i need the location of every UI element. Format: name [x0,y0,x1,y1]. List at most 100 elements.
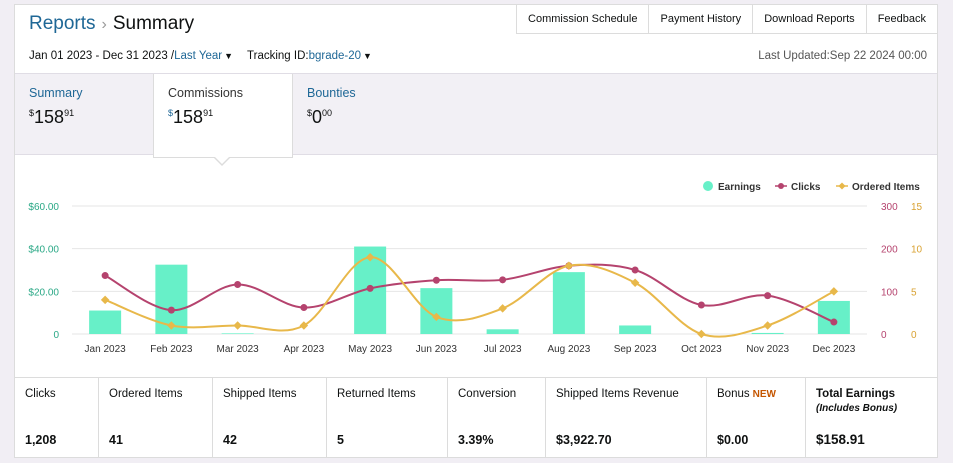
stat-bonus: Bonus NEW $0.00 [707,378,806,458]
summary-tab-amount: $15891 [29,107,149,128]
currency-symbol: $ [29,108,35,118]
stat-label: Returned Items [337,388,416,400]
last-updated-text: Last Updated:Sep 22 2024 00:00 [758,50,927,62]
stat-value: 41 [109,433,123,447]
clicks-point [432,276,440,284]
clicks-point [764,292,772,300]
amount-whole: 0 [312,107,323,127]
chart-gridlines [72,205,867,335]
earnings-chart: $60.00 $40.00 $20.00 0 300 200 100 0 15 10 5 0 Ja… [15,165,937,377]
right-axis-ordered-tick: 10 [911,245,923,256]
filter-bar: Jan 01 2023 - Dec 31 2023 / Last Year ▼ … [29,50,386,62]
tab-feedback[interactable]: Feedback [877,13,926,25]
earnings-bar [420,288,453,334]
stat-label: Total Earnings [816,388,896,400]
right-axis-ordered-tick: 0 [911,330,917,341]
page-title: Summary [112,13,195,34]
x-axis-label: Jun 2023 [416,344,458,355]
stat-conversion: Conversion 3.39% [448,378,546,458]
x-axis-label: Feb 2023 [150,344,193,355]
tab-commission-schedule[interactable]: Commission Schedule [517,5,650,33]
new-badge: NEW [752,389,776,400]
commissions-tab[interactable]: Commissions $15891 [153,74,293,158]
amount-whole: 158 [173,107,204,127]
ordered-items-point [498,304,507,313]
stat-clicks: Clicks 1,208 [15,378,99,458]
clicks-point [300,304,308,312]
x-axis-label: Jul 2023 [484,344,522,355]
legend-earnings-swatch [703,181,713,191]
right-axis-clicks-tick: 100 [881,287,898,298]
x-axis-label: Oct 2023 [681,344,722,355]
bounties-tab-label: Bounties [307,86,356,100]
clicks-point [234,281,242,289]
amount-cents: 91 [203,108,214,118]
legend-ordered-swatch [838,182,846,190]
summary-band: Summary $15891 Commissions $15891 Bounti… [15,73,937,158]
x-axis-label: Nov 2023 [746,344,789,355]
summary-tab[interactable]: Summary $15891 [29,74,149,154]
right-axis-ordered: 15 10 5 0 [911,202,923,341]
ordered-items-point [630,278,640,288]
chart-legend: Earnings Clicks Ordered Items [703,181,920,193]
ordered-items-point [697,329,706,339]
ordered-items-line [104,256,835,338]
ordered-items-point [564,261,574,270]
stat-value: 3.39% [458,433,494,447]
right-axis-clicks: 300 200 100 0 [881,202,898,341]
breadcrumb-reports[interactable]: Reports [29,13,96,34]
stat-value: 42 [223,433,237,447]
ordered-items-point [167,321,176,330]
earnings-bar [552,272,585,334]
bounties-tab[interactable]: Bounties $000 [307,74,427,154]
top-nav-tabs: Commission Schedule Payment History Down… [516,5,937,34]
tab-payment-history[interactable]: Payment History [649,5,754,33]
stat-shipped-items: Shipped Items 42 [213,378,327,458]
stat-label: Shipped Items Revenue [556,388,679,400]
commissions-tab-amount: $15891 [168,107,292,128]
x-axis-label: Apr 2023 [284,344,325,355]
legend-label: Earnings [718,182,761,193]
stat-ordered-items: Ordered Items 41 [99,378,213,458]
stat-value: $0.00 [717,433,749,447]
legend-clicks-swatch [778,183,784,189]
earnings-bar [486,329,519,334]
stat-value: $3,922.70 [556,433,612,447]
stat-shipped-revenue: Shipped Items Revenue $3,922.70 [546,378,707,458]
stat-label: Shipped Items [223,388,297,400]
chevron-down-icon[interactable]: ▼ [363,51,372,61]
stat-label: Conversion [458,388,517,400]
stat-value: 5 [337,433,344,447]
chevron-down-icon[interactable]: ▼ [224,51,234,61]
clicks-point [101,272,109,280]
x-axis-label: Aug 2023 [547,344,590,355]
tab-download-reports[interactable]: Download Reports [753,5,867,33]
period-dropdown[interactable]: Last Year [174,50,223,62]
earnings-bars [89,246,850,334]
tracking-id-label: Tracking ID: [247,50,309,62]
stat-returned-items: Returned Items 5 [327,378,448,458]
left-axis-tick: 0 [53,330,59,341]
ordered-items-point [100,295,110,305]
legend-label: Clicks [791,182,821,193]
x-axis-label: Jan 2023 [85,344,127,355]
stat-value: $158.91 [816,432,865,447]
clicks-point [366,284,374,292]
left-axis: $60.00 $40.00 $20.00 0 [28,202,59,341]
earnings-bar [89,310,122,334]
earnings-bar [751,332,784,334]
amount-cents: 00 [322,108,333,118]
stat-label: Bonus NEW [717,388,805,400]
tracking-id-dropdown[interactable]: bgrade-20 [308,50,362,62]
amount-cents: 91 [64,108,75,118]
summary-tab-label: Summary [29,86,83,100]
currency-symbol: $ [307,108,313,118]
stat-label: Clicks [25,388,56,400]
ordered-items-point [763,321,772,330]
stats-bar: Clicks 1,208 Ordered Items 41 Shipped It… [15,377,937,458]
clicks-point [631,266,639,274]
clicks-point [830,318,838,326]
stat-label: Ordered Items [109,388,183,400]
x-axis-label: Dec 2023 [812,344,855,355]
ordered-items-point [432,312,441,322]
